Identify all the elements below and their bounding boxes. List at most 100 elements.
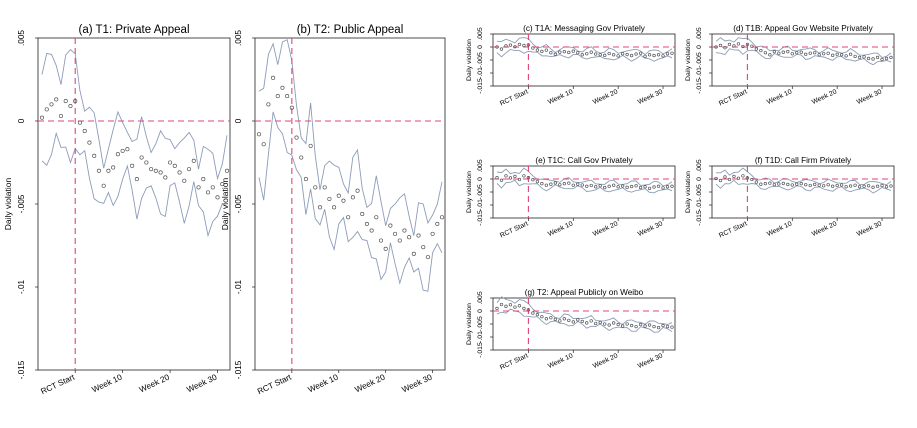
- plot-frame: [254, 37, 446, 371]
- y-tick-label: -.005: [17, 194, 26, 213]
- point-estimate: [612, 321, 616, 325]
- point-estimate: [531, 311, 535, 315]
- chart-title: (e) T1C: Call Gov Privately: [535, 156, 633, 165]
- point-estimate: [322, 185, 327, 190]
- point-estimate: [866, 56, 871, 61]
- point-estimate: [191, 158, 196, 163]
- point-estimate: [535, 48, 540, 52]
- point-estimate: [759, 48, 763, 53]
- point-estimate: [741, 174, 745, 178]
- point-estimate: [421, 245, 426, 250]
- point-estimate: [224, 168, 230, 173]
- point-estimate: [388, 223, 393, 228]
- point-estimate: [732, 44, 736, 48]
- point-estimate: [182, 178, 187, 183]
- point-estimate: [504, 304, 508, 308]
- point-estimate: [531, 46, 535, 50]
- plot-frame: [711, 33, 895, 87]
- point-estimate: [508, 43, 513, 47]
- point-estimate: [562, 50, 566, 54]
- ci-lower-line: [715, 48, 892, 66]
- point-estimate: [87, 140, 92, 145]
- y-axis-label: Daily violation: [220, 178, 230, 231]
- point-estimate: [196, 185, 201, 190]
- point-estimate: [652, 185, 656, 189]
- point-estimate: [875, 55, 880, 60]
- y-tick-label: 0: [477, 309, 484, 313]
- point-estimate: [607, 51, 611, 56]
- y-tick-label: 0: [477, 177, 484, 181]
- point-estimate: [884, 185, 889, 189]
- point-estimate: [580, 319, 584, 324]
- point-estimate: [508, 176, 513, 180]
- point-estimate: [638, 51, 643, 55]
- panel-2: (c) T1A: Messaging Gov Privately Daily vi…: [466, 24, 676, 108]
- point-estimate: [727, 177, 732, 182]
- point-estimate: [629, 184, 634, 189]
- point-estimate: [411, 251, 416, 256]
- ci-lower-line: [496, 308, 673, 333]
- y-tick-label: .005: [477, 291, 484, 304]
- point-estimate: [620, 184, 625, 188]
- point-estimate: [763, 51, 768, 55]
- point-estimate: [517, 42, 522, 47]
- point-estimate: [880, 183, 884, 188]
- point-estimate: [517, 177, 522, 182]
- point-estimate: [553, 181, 557, 185]
- y-axis-label: Daily violation: [466, 39, 473, 81]
- point-estimate: [313, 185, 318, 190]
- panel-5: (f) T1D: Call Firm Privately Daily violat…: [685, 156, 895, 240]
- point-estimate: [781, 181, 785, 186]
- point-estimate: [822, 52, 826, 56]
- point-estimate: [544, 48, 549, 52]
- point-estimate: [499, 178, 504, 182]
- x-tick-label: Week 10: [91, 372, 124, 394]
- point-estimate: [808, 183, 812, 188]
- y-tick-label: -.005: [477, 316, 484, 332]
- point-estimate: [540, 315, 544, 319]
- point-estimate: [562, 317, 566, 321]
- point-estimate: [839, 53, 844, 57]
- point-estimate: [540, 49, 544, 54]
- x-tick-label: Week 30: [400, 372, 433, 394]
- point-estimate: [589, 183, 593, 188]
- point-estimate: [111, 165, 116, 170]
- point-estimate: [522, 43, 526, 48]
- point-estimate: [134, 177, 139, 182]
- point-estimate: [634, 324, 638, 329]
- point-estimate: [499, 302, 504, 307]
- point-estimate: [177, 170, 182, 175]
- point-estimate: [665, 52, 670, 56]
- point-estimate: [598, 53, 602, 57]
- ci-upper-line: [715, 37, 892, 59]
- point-estimate: [495, 306, 499, 311]
- point-estimate: [647, 53, 652, 57]
- point-estimate: [763, 182, 768, 186]
- point-estimate: [562, 182, 566, 186]
- point-estimate: [187, 167, 192, 172]
- point-estimate: [871, 185, 875, 189]
- point-estimate: [383, 246, 388, 251]
- point-estimate: [670, 325, 674, 329]
- y-tick-label: 0: [17, 118, 26, 123]
- point-estimate: [723, 175, 727, 179]
- point-estimate: [889, 55, 893, 60]
- y-tick-label: -.01: [696, 199, 703, 211]
- point-estimate: [544, 183, 549, 187]
- point-estimate: [603, 185, 607, 190]
- point-estimate: [308, 143, 313, 148]
- panel-6: (g) T2: Appeal Publicly on Weibo Daily vi…: [466, 288, 676, 372]
- y-tick-label: .005: [477, 159, 484, 172]
- point-estimate: [620, 52, 625, 56]
- point-estimate: [670, 51, 674, 55]
- point-estimate: [585, 184, 589, 188]
- point-estimate: [522, 174, 526, 178]
- point-estimate: [77, 120, 82, 125]
- x-tick-label: RCT Start: [256, 372, 293, 396]
- point-estimate: [629, 53, 634, 58]
- point-estimate: [804, 183, 808, 187]
- point-estimate: [558, 50, 562, 54]
- point-estimate: [526, 176, 531, 180]
- point-estimate: [866, 184, 871, 188]
- point-estimate: [553, 52, 557, 56]
